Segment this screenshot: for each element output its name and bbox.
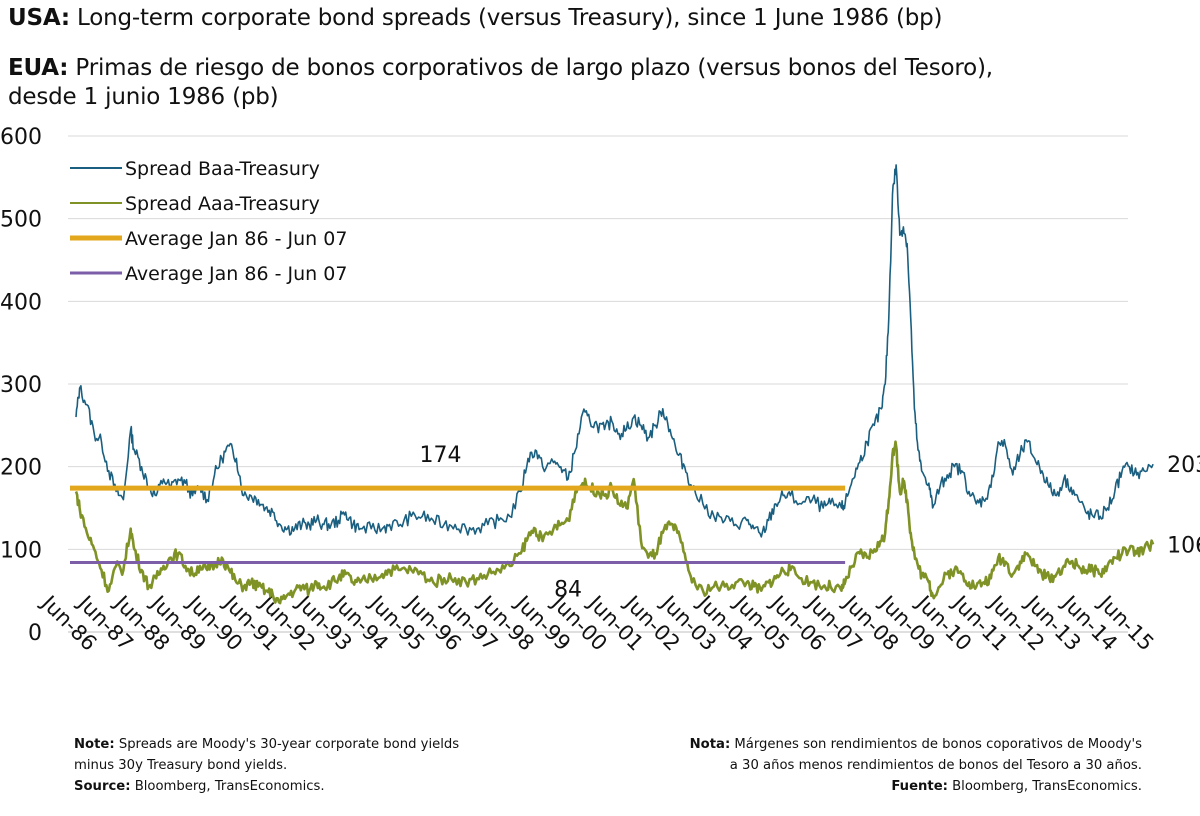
legend-label: Average Jan 86 - Jun 07 (125, 263, 347, 285)
series-lines (70, 164, 1155, 605)
nota-text: Márgenes son rendimientos de bonos copor… (730, 737, 1142, 752)
title-es-country: EUA: (8, 55, 69, 81)
legend: Spread Baa-Treasury Spread Aaa-Treasury Av… (70, 158, 347, 285)
y-tick-label: 500 (0, 208, 42, 233)
note-text-line2: minus 30y Treasury bond yields. (74, 758, 288, 773)
y-tick-label: 400 (0, 290, 42, 315)
legend-label: Spread Aaa-Treasury (125, 193, 320, 215)
y-tick-label: 200 (0, 456, 42, 481)
nota-text-line2: a 30 años menos rendimientos de bonos de… (729, 758, 1142, 773)
title-es-text: Primas de riesgo de bonos corporativos d… (68, 55, 993, 81)
nota-label: Nota: (689, 737, 731, 752)
title-en-text: Long-term corporate bond spreads (versus… (69, 5, 943, 31)
source-label: Source: (74, 779, 131, 794)
data-label: 106 (1167, 533, 1200, 558)
legend-label: Average Jan 86 - Jun 07 (125, 228, 347, 250)
data-label: 84 (554, 578, 582, 603)
y-tick-label: 100 (0, 538, 42, 563)
annotations: 174 84 203 106 (420, 443, 1200, 602)
chart-title-spanish: EUA: Primas de riesgo de bonos corporati… (8, 54, 993, 112)
series-line (75, 164, 1154, 538)
note-spanish: Nota: Márgenes son rendimientos de bonos… (600, 734, 1142, 797)
series-line (74, 440, 1155, 605)
x-axis: Jun-86Jun-87Jun-88Jun-89Jun-90Jun-91Jun-… (36, 590, 1159, 656)
y-tick-label: 300 (0, 373, 42, 398)
gridlines (68, 135, 1128, 550)
y-tick-label: 600 (0, 125, 42, 150)
y-axis-ticks: 0 100 200 300 400 500 600 (0, 125, 42, 646)
title-en-country: USA: (8, 5, 70, 31)
data-label: 174 (420, 443, 462, 468)
note-label: Note: (74, 737, 115, 752)
note-english: Note: Spreads are Moody's 30-year corpor… (74, 734, 459, 797)
note-text: Spreads are Moody's 30-year corporate bo… (114, 737, 460, 752)
fuente-label: Fuente: (891, 779, 948, 794)
fuente-text: Bloomberg, TransEconomics. (947, 779, 1142, 794)
data-label: 203 (1167, 453, 1200, 478)
title-es-text2: desde 1 junio 1986 (pb) (8, 84, 279, 110)
legend-label: Spread Baa-Treasury (125, 158, 320, 180)
source-text: Bloomberg, TransEconomics. (130, 779, 325, 794)
chart-title-english: USA: Long-term corporate bond spreads (v… (8, 4, 943, 33)
y-tick-label: 0 (28, 621, 42, 646)
